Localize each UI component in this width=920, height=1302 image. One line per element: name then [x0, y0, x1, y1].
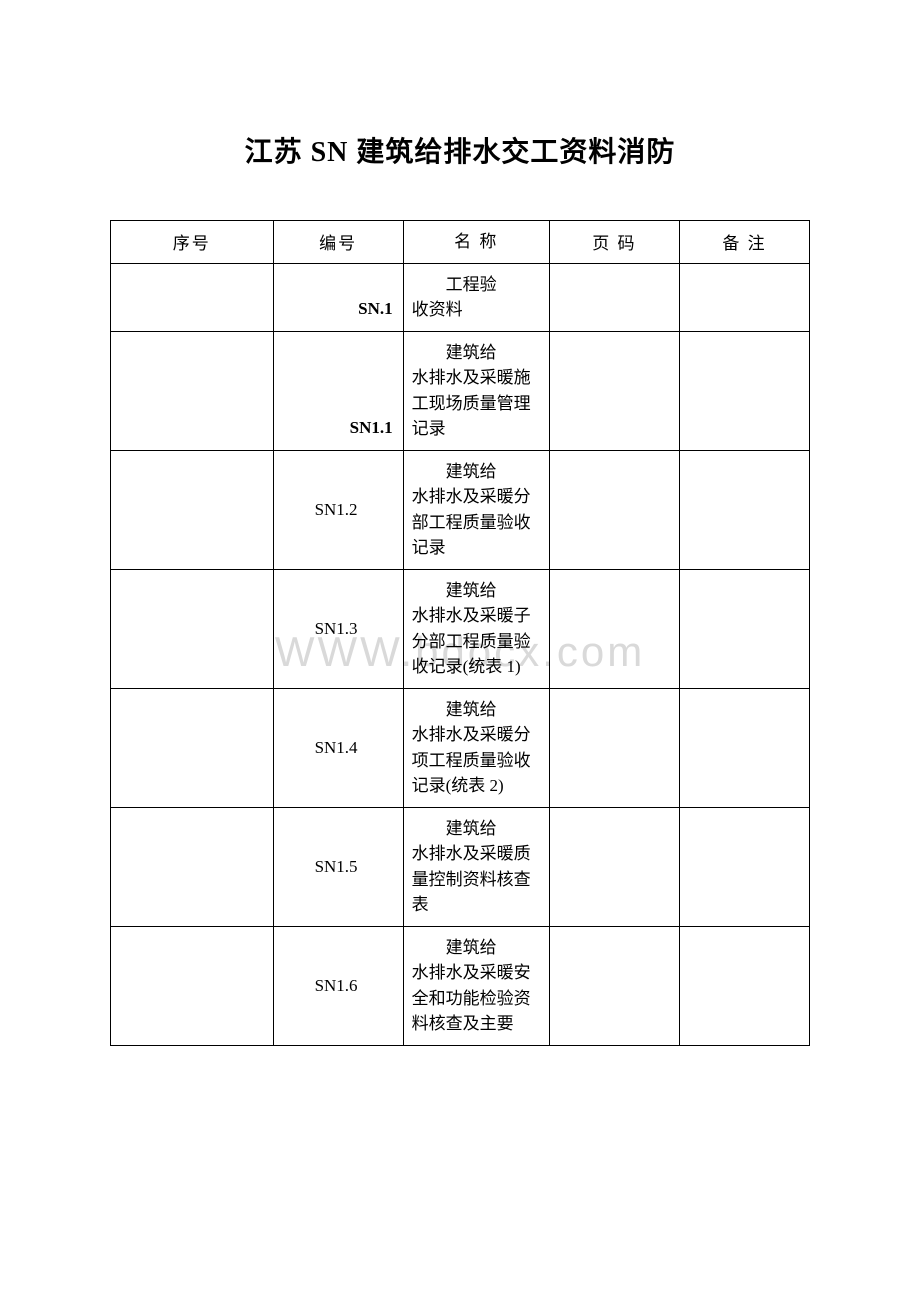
- header-code: 编号: [273, 221, 403, 264]
- cell-page: [549, 263, 679, 331]
- cell-note: [679, 807, 809, 926]
- cell-note: [679, 688, 809, 807]
- name-first-line: 工程验: [412, 272, 541, 298]
- cell-note: [679, 450, 809, 569]
- cell-code: SN1.5: [273, 807, 403, 926]
- cell-name: 建筑给水排水及采暖子分部工程质量验收记录(统表 1): [403, 569, 549, 688]
- cell-name: 建筑给水排水及采暖施工现场质量管理记录: [403, 331, 549, 450]
- cell-page: [549, 450, 679, 569]
- cell-name: 建筑给水排水及采暖分部工程质量验收记录: [403, 450, 549, 569]
- header-name: 名 称: [403, 221, 549, 264]
- cell-name: 工程验收资料: [403, 263, 549, 331]
- cell-seq: [111, 807, 274, 926]
- cell-seq: [111, 569, 274, 688]
- cell-name: 建筑给水排水及采暖安全和功能检验资料核查及主要: [403, 926, 549, 1045]
- cell-page: [549, 331, 679, 450]
- name-rest: 水排水及采暖质量控制资料核查表: [412, 844, 531, 914]
- cell-name: 建筑给水排水及采暖质量控制资料核查表: [403, 807, 549, 926]
- table-row: SN1.6建筑给水排水及采暖安全和功能检验资料核查及主要: [111, 926, 810, 1045]
- table-row: SN1.1建筑给水排水及采暖施工现场质量管理记录: [111, 331, 810, 450]
- cell-note: [679, 926, 809, 1045]
- cell-code: SN1.4: [273, 688, 403, 807]
- cell-seq: [111, 331, 274, 450]
- table-body: SN.1工程验收资料SN1.1建筑给水排水及采暖施工现场质量管理记录SN1.2建…: [111, 263, 810, 1045]
- name-rest: 水排水及采暖分部工程质量验收记录: [412, 487, 531, 557]
- name-first-line: 建筑给: [412, 816, 541, 842]
- table-row: SN1.3建筑给水排水及采暖子分部工程质量验收记录(统表 1): [111, 569, 810, 688]
- index-table: 序号 编号 名 称 页 码 备 注 SN.1工程验收资料SN1.1建筑给水排水及…: [110, 220, 810, 1046]
- cell-note: [679, 263, 809, 331]
- table-row: SN1.2建筑给水排水及采暖分部工程质量验收记录: [111, 450, 810, 569]
- name-rest: 水排水及采暖安全和功能检验资料核查及主要: [412, 963, 531, 1033]
- name-first-line: 建筑给: [412, 459, 541, 485]
- title-prefix: 江苏: [245, 137, 311, 168]
- table-row: SN1.4建筑给水排水及采暖分项工程质量验收记录(统表 2): [111, 688, 810, 807]
- name-first-line: 建筑给: [412, 935, 541, 961]
- cell-code: SN1.2: [273, 450, 403, 569]
- cell-page: [549, 926, 679, 1045]
- cell-page: [549, 807, 679, 926]
- cell-seq: [111, 263, 274, 331]
- cell-page: [549, 688, 679, 807]
- table-header-row: 序号 编号 名 称 页 码 备 注: [111, 221, 810, 264]
- cell-code: SN1.1: [273, 331, 403, 450]
- name-first-line: 建筑给: [412, 697, 541, 723]
- name-first-line: 建筑给: [412, 578, 541, 604]
- cell-code: SN.1: [273, 263, 403, 331]
- name-first-line: 建筑给: [412, 340, 541, 366]
- cell-seq: [111, 688, 274, 807]
- title-latin: SN: [311, 137, 349, 168]
- name-rest: 收资料: [412, 300, 463, 319]
- header-note: 备 注: [679, 221, 809, 264]
- title-suffix: 建筑给排水交工资料消防: [348, 137, 675, 168]
- header-seq: 序号: [111, 221, 274, 264]
- cell-code: SN1.6: [273, 926, 403, 1045]
- cell-note: [679, 331, 809, 450]
- table-row: SN1.5建筑给水排水及采暖质量控制资料核查表: [111, 807, 810, 926]
- name-rest: 水排水及采暖子分部工程质量验收记录(统表 1): [412, 606, 531, 676]
- header-page: 页 码: [549, 221, 679, 264]
- cell-seq: [111, 926, 274, 1045]
- table-row: SN.1工程验收资料: [111, 263, 810, 331]
- cell-seq: [111, 450, 274, 569]
- cell-code: SN1.3: [273, 569, 403, 688]
- name-rest: 水排水及采暖施工现场质量管理记录: [412, 368, 531, 438]
- document-title: 江苏 SN 建筑给排水交工资料消防: [110, 130, 810, 170]
- document-content: 江苏 SN 建筑给排水交工资料消防 序号 编号 名 称 页 码 备 注 SN.1…: [110, 130, 810, 1046]
- cell-note: [679, 569, 809, 688]
- name-rest: 水排水及采暖分项工程质量验收记录(统表 2): [412, 725, 531, 795]
- cell-page: [549, 569, 679, 688]
- cell-name: 建筑给水排水及采暖分项工程质量验收记录(统表 2): [403, 688, 549, 807]
